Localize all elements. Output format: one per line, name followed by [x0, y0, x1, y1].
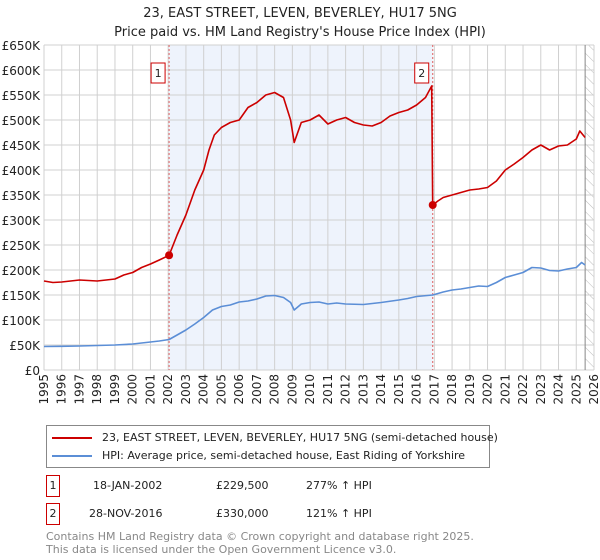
- sale-label: 2: [418, 67, 425, 80]
- y-tick-label: £100K: [2, 314, 42, 328]
- x-tick-label: 2016: [410, 374, 424, 405]
- x-tick-label: 2013: [356, 374, 370, 405]
- legend-item-property: 23, EAST STREET, LEVEN, BEVERLEY, HU17 5…: [52, 431, 498, 444]
- x-tick-label: 2009: [285, 374, 299, 405]
- sale-date: 18-JAN-2002: [93, 479, 163, 492]
- x-tick-label: 1999: [108, 374, 122, 405]
- sale-marker-badge: 2: [46, 503, 60, 525]
- x-tick-label: 2026: [587, 374, 600, 405]
- legend-label: HPI: Average price, semi-detached house,…: [102, 449, 466, 462]
- x-tick-label: 2002: [161, 374, 175, 405]
- shaded-ownership-region: [169, 45, 433, 370]
- subtitle: Price paid vs. HM Land Registry's House …: [114, 25, 486, 40]
- sale-marker-badge: 1: [46, 475, 60, 497]
- legend-swatch-blue: [52, 454, 92, 457]
- x-tick-label: 2021: [498, 374, 512, 405]
- x-tick-label: 1997: [72, 374, 86, 405]
- footer-line: This data is licensed under the Open Gov…: [46, 543, 397, 556]
- sale-point: [428, 201, 437, 209]
- y-tick-label: £400K: [2, 164, 42, 178]
- x-tick-label: 2003: [179, 374, 193, 405]
- x-tick-label: 2010: [303, 374, 317, 405]
- y-tick-label: £150K: [2, 289, 42, 303]
- footer: Contains HM Land Registry data © Crown c…: [46, 530, 474, 556]
- sale-hpi: 277% ↑ HPI: [306, 479, 372, 492]
- footer-line: Contains HM Land Registry data © Crown c…: [46, 530, 474, 543]
- x-tick-label: 2011: [321, 374, 335, 405]
- y-tick-label: £200K: [2, 264, 42, 278]
- sale-date: 28-NOV-2016: [89, 507, 163, 520]
- y-tick-label: £450K: [2, 139, 42, 153]
- x-tick-label: 2017: [427, 374, 441, 405]
- x-tick-label: 2005: [214, 374, 228, 405]
- x-tick-label: 2020: [481, 374, 495, 405]
- y-tick-label: £350K: [2, 189, 42, 203]
- x-tick-label: 2023: [534, 374, 548, 405]
- x-tick-label: 2019: [463, 374, 477, 405]
- y-tick-label: £300K: [2, 214, 42, 228]
- x-tick-label: 2006: [232, 374, 246, 405]
- x-tick-label: 2024: [552, 374, 566, 405]
- chart-title: 23, EAST STREET, LEVEN, BEVERLEY, HU17 5…: [0, 4, 600, 42]
- x-tick-label: 2001: [143, 374, 157, 405]
- sale-price: £229,500: [216, 479, 269, 492]
- sale-row: 2 28-NOV-2016 £330,000 121% ↑ HPI: [46, 503, 546, 525]
- forecast-hatch-region: [585, 45, 594, 370]
- y-tick-label: £650K: [2, 39, 42, 53]
- sale-hpi: 121% ↑ HPI: [306, 507, 372, 520]
- x-tick-label: 1995: [37, 374, 51, 405]
- x-tick-label: 2007: [250, 374, 264, 405]
- sale-price: £330,000: [216, 507, 269, 520]
- x-tick-label: 2004: [197, 374, 211, 405]
- x-tick-label: 2022: [516, 374, 530, 405]
- hpi-line: [43, 261, 586, 348]
- legend-label: 23, EAST STREET, LEVEN, BEVERLEY, HU17 5…: [102, 431, 498, 444]
- sale-point: [165, 251, 174, 260]
- x-tick-label: 1998: [90, 374, 104, 405]
- sale-label: 1: [155, 67, 162, 80]
- sale-label-box: [150, 62, 166, 84]
- sale-row: 1 18-JAN-2002 £229,500 277% ↑ HPI: [46, 475, 546, 497]
- title: 23, EAST STREET, LEVEN, BEVERLEY, HU17 5…: [143, 6, 457, 21]
- y-tick-label: £500K: [2, 114, 42, 128]
- x-tick-label: 2014: [374, 374, 388, 405]
- y-tick-label: £0: [25, 364, 40, 378]
- legend: 23, EAST STREET, LEVEN, BEVERLEY, HU17 5…: [46, 425, 498, 468]
- y-tick-label: £600K: [2, 64, 42, 78]
- x-tick-label: 2015: [392, 374, 406, 405]
- x-tick-label: 2008: [268, 374, 282, 405]
- legend-item-hpi: HPI: Average price, semi-detached house,…: [52, 449, 465, 462]
- x-tick-label: 1996: [55, 374, 69, 405]
- property-price-line: [43, 85, 586, 284]
- sale-label-box: [414, 62, 430, 84]
- x-tick-label: 2012: [339, 374, 353, 405]
- x-tick-label: 2000: [126, 374, 140, 405]
- y-tick-label: £50K: [9, 339, 41, 353]
- y-tick-label: £250K: [2, 239, 42, 253]
- x-tick-label: 2018: [445, 374, 459, 405]
- x-tick-label: 2025: [569, 374, 583, 405]
- y-tick-label: £550K: [2, 89, 42, 103]
- legend-swatch-red: [52, 436, 92, 439]
- chart-plot: 1995 1996 1997 1998 1999 2000 2001 2002 2003 2004…: [2, 39, 600, 405]
